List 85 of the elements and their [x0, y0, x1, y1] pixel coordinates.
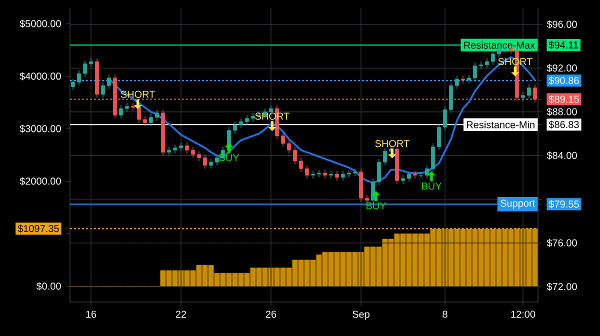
candlestick: [107, 74, 111, 90]
y2-tick-label: $3000.00: [20, 124, 61, 133]
y-tick-label: $84.00: [546, 151, 577, 160]
candlestick: [281, 132, 286, 148]
candlestick: [215, 154, 219, 166]
candlestick: [239, 118, 243, 129]
candlestick: [323, 169, 328, 179]
candlestick: [149, 114, 153, 126]
candlestick: [125, 102, 129, 112]
candlestick: [443, 106, 448, 131]
candlestick: [527, 84, 531, 100]
candlestick: [185, 142, 189, 154]
x-tick-label: 8: [442, 310, 448, 318]
candlestick: [155, 109, 159, 121]
candlestick: [485, 58, 490, 68]
annotation: BUY: [220, 154, 240, 162]
candlestick: [143, 116, 147, 126]
ref-line-label: Resistance-Max: [464, 41, 535, 49]
y2-tick-label: $2000.00: [20, 177, 61, 186]
candlestick: [329, 170, 333, 179]
annotation: SHORT: [375, 140, 410, 148]
candlestick: [317, 169, 321, 178]
y2-tick-label: $0.00: [36, 282, 61, 290]
candlestick: [203, 154, 207, 169]
candlestick: [353, 168, 357, 177]
annotation: BUY: [422, 182, 442, 190]
candlestick: [71, 78, 75, 90]
candlestick: [467, 74, 471, 84]
y-tick-label: $90.86: [548, 76, 579, 85]
ref-line-label: Support: [500, 200, 535, 209]
candlestick: [383, 148, 388, 166]
candlestick: [167, 146, 171, 156]
candlestick: [479, 61, 483, 70]
candlestick: [413, 170, 417, 179]
candlestick: [209, 158, 213, 169]
y2-tick-label: $1097.35: [18, 224, 59, 233]
x-tick-label: 12:00: [511, 310, 536, 318]
candlestick: [173, 144, 177, 154]
candlestick: [77, 70, 81, 86]
candlestick: [299, 157, 303, 172]
x-tick-label: 26: [266, 310, 276, 318]
candlestick: [89, 58, 93, 68]
candlestick: [491, 50, 495, 66]
candlestick: [119, 104, 124, 119]
candlestick: [377, 158, 381, 186]
y-tick-label: $86.83: [548, 120, 579, 129]
x-tick-label: 22: [176, 310, 186, 318]
candlestick: [341, 170, 346, 182]
y-tick-label: $94.11: [548, 41, 578, 50]
y-tick-label: $89.15: [548, 95, 579, 104]
y2-tick-label: $5000.00: [20, 20, 61, 28]
candlestick: [437, 124, 441, 150]
candlestick: [407, 170, 411, 182]
x-tick-label: Sep: [352, 310, 370, 320]
y-tick-label: $72.00: [546, 282, 577, 291]
candlestick: [245, 114, 249, 126]
candlestick: [401, 174, 406, 184]
y-tick-label: $79.55: [548, 200, 579, 208]
candlestick: [335, 170, 339, 182]
y2-tick-label: $4000.00: [20, 72, 61, 80]
y-tick-label: $92.00: [546, 64, 577, 72]
candlestick: [455, 75, 459, 90]
candlestick: [533, 84, 537, 103]
y-tick-label: $76.00: [546, 238, 577, 248]
candlestick: [83, 60, 87, 78]
candlestick: [347, 169, 351, 178]
candlestick: [233, 121, 237, 134]
candlestick: [287, 140, 291, 154]
candlestick: [251, 112, 255, 122]
x-tick-label: 16: [86, 310, 96, 318]
candlestick: [311, 170, 315, 179]
candlestick: [131, 102, 135, 112]
candlestick: [197, 150, 201, 162]
candlestick: [191, 146, 195, 158]
candlestick: [101, 82, 105, 98]
candlestick: [425, 165, 429, 179]
candlestick: [521, 92, 525, 102]
ref-line-label: Resistance-Min: [466, 120, 534, 128]
candlestick: [461, 75, 465, 84]
candlestick: [293, 146, 297, 165]
candlestick: [473, 62, 477, 82]
candlestick: [179, 142, 184, 152]
y-tick-label: $88.00: [546, 108, 577, 116]
candlestick: [305, 165, 309, 179]
y-tick-label: $96.00: [546, 20, 577, 28]
